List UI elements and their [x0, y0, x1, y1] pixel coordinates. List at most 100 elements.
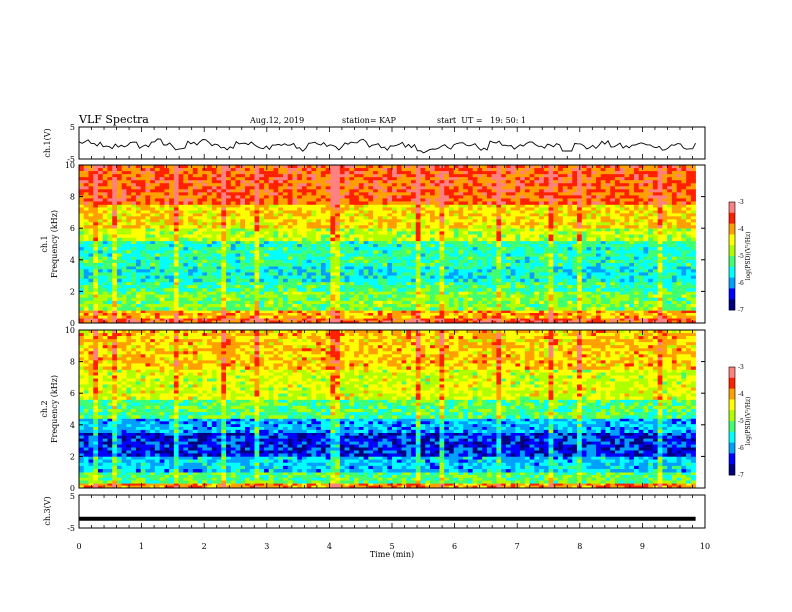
spectrogram-cell — [467, 234, 473, 238]
spectrogram-cell — [467, 207, 473, 211]
spectrogram-cell — [605, 204, 611, 208]
spectrogram-cell — [382, 281, 388, 286]
spectrogram-cell — [572, 310, 578, 314]
spectrogram-cell — [249, 250, 255, 254]
spectrogram-cell — [273, 219, 279, 223]
spectrogram-cell — [401, 300, 407, 305]
spectrogram-cell — [467, 262, 473, 267]
spectrogram-cell — [301, 291, 307, 295]
spectrogram-cell — [501, 247, 507, 251]
spectrogram-cell — [567, 315, 573, 319]
spectrogram-cell — [235, 222, 241, 226]
spectrogram-cell — [249, 262, 255, 267]
spectrogram-cell — [249, 237, 255, 242]
spectrogram-cell — [263, 222, 270, 226]
spectrogram-cell — [88, 312, 94, 316]
spectrogram-cell — [420, 216, 426, 220]
spectrogram-cell — [254, 281, 260, 286]
spectrogram-cell — [226, 240, 232, 245]
spectrogram-cell — [188, 275, 194, 280]
spectrogram-cell — [301, 247, 307, 251]
spectrogram-cell — [183, 278, 189, 283]
spectrogram-cell — [297, 256, 303, 261]
spectrogram-cell — [316, 237, 322, 242]
spectrogram-cell — [482, 294, 488, 299]
spectrogram-cell — [216, 272, 222, 276]
spectrogram-cell — [667, 259, 673, 264]
spectrogram-cell — [282, 281, 288, 286]
spectrogram-cell — [463, 297, 469, 302]
spectrogram-cell — [429, 272, 436, 276]
spectrogram-cell — [453, 207, 459, 211]
spectrogram-cell — [629, 304, 635, 308]
spectrogram-cell — [392, 222, 398, 226]
spectrogram-cell — [657, 253, 663, 257]
spectrogram-cell — [534, 210, 540, 214]
spectrogram-cell — [150, 225, 156, 229]
spectrogram-cell — [577, 219, 583, 223]
spectrogram-cell — [245, 253, 251, 257]
spectrogram-cell — [140, 288, 146, 292]
spectrogram-cell — [614, 275, 621, 280]
spectrogram-cell — [126, 244, 132, 248]
spectrogram-cell — [107, 225, 113, 229]
spectrogram-cell — [510, 272, 516, 276]
spectrogram-cell — [539, 207, 545, 211]
spectrogram-cell — [349, 285, 355, 289]
spectrogram-cell — [282, 216, 288, 220]
spectrogram-cell — [539, 250, 545, 254]
spectrogram-cell — [235, 225, 241, 229]
spectrogram-cell — [349, 219, 355, 223]
spectrogram-cell — [529, 210, 535, 214]
spectrogram-cell — [278, 304, 284, 308]
spectrogram-cell — [235, 300, 241, 305]
spectrogram-cell — [116, 259, 122, 264]
spectrogram-cell — [245, 288, 251, 292]
spectrogram-cell — [605, 315, 611, 319]
spectrogram-cell — [145, 318, 151, 321]
spectrogram-cell — [524, 207, 530, 211]
spectrogram-cell — [396, 210, 402, 214]
spectrogram-cell — [282, 262, 288, 267]
spectrogram-cell — [543, 307, 549, 311]
spectrogram-cell — [325, 237, 331, 242]
spectrogram-cell — [520, 228, 526, 232]
spectrogram-cell — [686, 312, 692, 316]
spectrogram-cell — [477, 240, 483, 245]
spectrogram-cell — [420, 285, 426, 289]
spectrogram-cell — [553, 297, 559, 302]
spectrogram-cell — [420, 278, 426, 283]
spectrogram-cell — [467, 300, 473, 305]
spectrogram-cell — [676, 213, 682, 217]
spectrogram-cell — [287, 320, 293, 324]
spectrogram-cell — [339, 307, 345, 311]
spectrogram-cell — [439, 259, 445, 264]
spectrogram-cell — [154, 216, 160, 220]
spectrogram-cell — [97, 253, 104, 257]
spectrogram-cell — [534, 228, 540, 232]
spectrogram-cell — [131, 244, 137, 248]
spectrogram-cell — [453, 300, 459, 305]
spectrogram-cell — [553, 291, 559, 295]
spectrogram-cell — [354, 315, 360, 319]
spectrogram-cell — [520, 315, 526, 319]
spectrogram-cell — [420, 318, 426, 321]
spectrogram-cell — [259, 222, 265, 226]
spectrogram-cell — [472, 222, 478, 226]
spectrogram-cell — [268, 297, 274, 302]
spectrogram-cell — [558, 234, 564, 238]
spectrogram-cell — [448, 281, 455, 286]
spectrogram-cell — [292, 207, 298, 211]
spectrogram-cell — [325, 312, 331, 316]
spectrogram-cell — [553, 237, 559, 242]
spectrogram-cell — [425, 320, 431, 324]
spectrogram-cell — [112, 244, 118, 248]
spectrogram-cell — [392, 250, 398, 254]
spectrogram-cell — [311, 262, 317, 267]
spectrogram-cell — [638, 231, 644, 235]
spectrogram-cell — [652, 240, 658, 245]
spectrogram-cell — [667, 272, 673, 276]
spectrogram-cell — [596, 262, 602, 267]
spectrogram-cell — [335, 281, 341, 286]
spectrogram-cell — [202, 204, 208, 208]
